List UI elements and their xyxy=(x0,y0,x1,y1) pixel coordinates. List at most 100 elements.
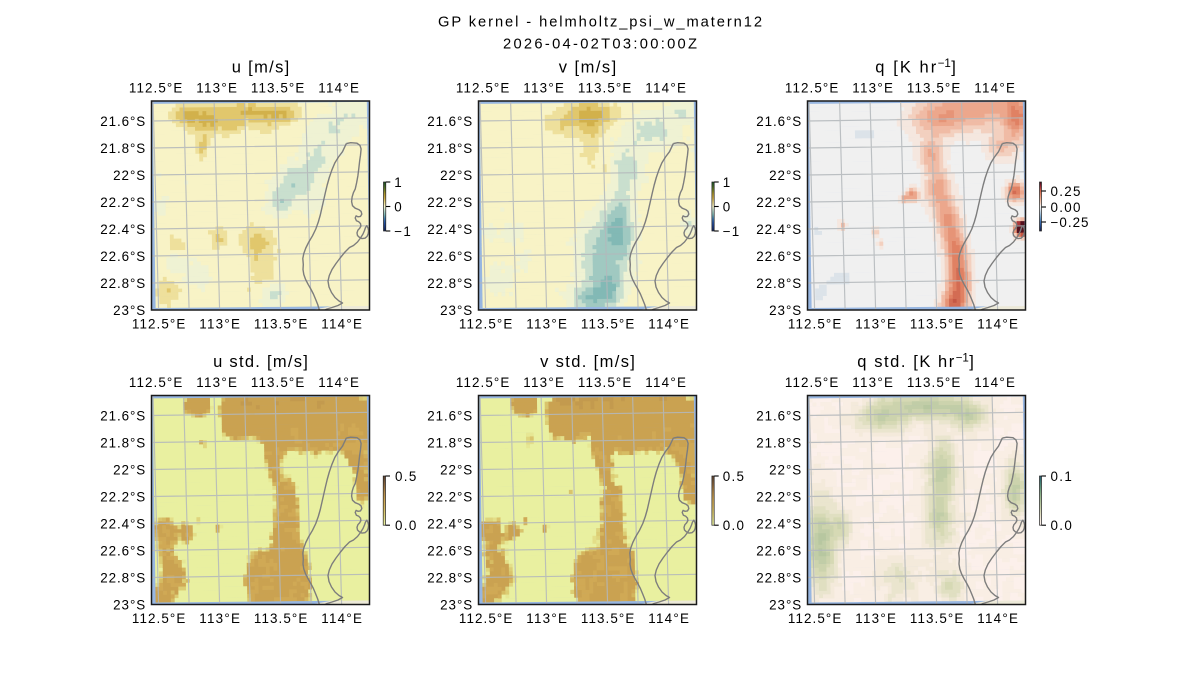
svg-text:−0.25: −0.25 xyxy=(1051,215,1089,230)
svg-text:114°E: 114°E xyxy=(645,375,686,390)
svg-text:114°E: 114°E xyxy=(977,611,1018,626)
svg-text:u std. [m/s]: u std. [m/s] xyxy=(213,353,308,371)
svg-text:0.25: 0.25 xyxy=(1051,184,1081,199)
svg-text:22.6°S: 22.6°S xyxy=(756,543,801,558)
svg-text:22°S: 22°S xyxy=(769,462,801,477)
svg-text:23°S: 23°S xyxy=(769,597,801,612)
svg-text:21.6°S: 21.6°S xyxy=(427,114,472,129)
svg-text:21.8°S: 21.8°S xyxy=(427,141,472,156)
svg-text:113.5°E: 113.5°E xyxy=(907,81,960,96)
svg-text:22.2°S: 22.2°S xyxy=(756,195,801,210)
svg-text:22.4°S: 22.4°S xyxy=(427,222,472,237)
svg-text:114°E: 114°E xyxy=(977,317,1018,332)
svg-text:113°E: 113°E xyxy=(196,375,237,390)
svg-text:0.5: 0.5 xyxy=(723,469,744,484)
svg-text:22.2°S: 22.2°S xyxy=(100,195,145,210)
svg-text:21.8°S: 21.8°S xyxy=(427,435,472,450)
svg-text:113.5°E: 113.5°E xyxy=(254,317,307,332)
svg-text:112.5°E: 112.5°E xyxy=(132,611,185,626)
svg-text:112.5°E: 112.5°E xyxy=(785,81,838,96)
svg-text:114°E: 114°E xyxy=(645,81,686,96)
svg-text:22°S: 22°S xyxy=(440,462,472,477)
svg-text:21.8°S: 21.8°S xyxy=(756,435,801,450)
svg-text:22°S: 22°S xyxy=(440,168,472,183)
svg-text:112.5°E: 112.5°E xyxy=(132,317,185,332)
svg-text:113.5°E: 113.5°E xyxy=(578,375,631,390)
svg-text:113°E: 113°E xyxy=(523,81,564,96)
svg-text:114°E: 114°E xyxy=(318,81,359,96)
svg-text:23°S: 23°S xyxy=(769,303,801,318)
svg-text:22.6°S: 22.6°S xyxy=(427,249,472,264)
svg-text:22.8°S: 22.8°S xyxy=(100,276,145,291)
svg-text:114°E: 114°E xyxy=(648,317,689,332)
svg-text:1: 1 xyxy=(394,175,401,190)
svg-text:q std. [K hr: q std. [K hr xyxy=(857,353,955,371)
svg-text:23°S: 23°S xyxy=(440,597,472,612)
svg-text:23°S: 23°S xyxy=(113,597,145,612)
svg-text:114°E: 114°E xyxy=(318,375,359,390)
svg-text:113.5°E: 113.5°E xyxy=(578,81,631,96)
svg-text:22.6°S: 22.6°S xyxy=(427,543,472,558)
svg-text:22.6°S: 22.6°S xyxy=(756,249,801,264)
svg-text:−1: −1 xyxy=(938,57,951,70)
svg-text:22.4°S: 22.4°S xyxy=(100,516,145,531)
svg-text:21.8°S: 21.8°S xyxy=(756,141,801,156)
svg-text:0.1: 0.1 xyxy=(1051,469,1072,484)
svg-text:0: 0 xyxy=(394,199,401,214)
svg-text:22.6°S: 22.6°S xyxy=(100,543,145,558)
svg-text:113.5°E: 113.5°E xyxy=(581,611,634,626)
svg-text:22.4°S: 22.4°S xyxy=(756,516,801,531)
svg-text:113.5°E: 113.5°E xyxy=(910,611,963,626)
svg-text:0.5: 0.5 xyxy=(395,469,416,484)
svg-text:113°E: 113°E xyxy=(855,317,896,332)
svg-text:22.6°S: 22.6°S xyxy=(100,249,145,264)
svg-text:113°E: 113°E xyxy=(855,611,896,626)
svg-text:23°S: 23°S xyxy=(440,303,472,318)
svg-text:q [K hr: q [K hr xyxy=(875,58,937,76)
svg-text:112.5°E: 112.5°E xyxy=(456,375,509,390)
svg-text:22°S: 22°S xyxy=(113,462,145,477)
svg-text:22°S: 22°S xyxy=(113,168,145,183)
svg-text:112.5°E: 112.5°E xyxy=(459,317,512,332)
svg-text:113°E: 113°E xyxy=(196,81,237,96)
svg-text:112.5°E: 112.5°E xyxy=(459,611,512,626)
svg-text:22.4°S: 22.4°S xyxy=(427,516,472,531)
svg-text:22.8°S: 22.8°S xyxy=(427,276,472,291)
svg-text:v std. [m/s]: v std. [m/s] xyxy=(540,353,635,371)
svg-text:22.4°S: 22.4°S xyxy=(756,222,801,237)
svg-text:21.8°S: 21.8°S xyxy=(100,141,145,156)
svg-text:113°E: 113°E xyxy=(199,317,240,332)
svg-text:114°E: 114°E xyxy=(321,317,362,332)
svg-text:113.5°E: 113.5°E xyxy=(251,375,304,390)
svg-text:22.2°S: 22.2°S xyxy=(756,489,801,504)
svg-text:u [m/s]: u [m/s] xyxy=(232,58,290,76)
svg-text:0: 0 xyxy=(723,199,730,214)
svg-text:−1: −1 xyxy=(394,224,411,239)
svg-text:0.0: 0.0 xyxy=(1051,518,1072,533)
svg-text:112.5°E: 112.5°E xyxy=(129,81,182,96)
svg-text:22.4°S: 22.4°S xyxy=(100,222,145,237)
svg-text:113°E: 113°E xyxy=(199,611,240,626)
svg-text:0.0: 0.0 xyxy=(395,518,416,533)
svg-text:112.5°E: 112.5°E xyxy=(785,375,838,390)
svg-text:113.5°E: 113.5°E xyxy=(251,81,304,96)
svg-text:22.2°S: 22.2°S xyxy=(427,195,472,210)
svg-text:113°E: 113°E xyxy=(852,81,893,96)
svg-text:22.8°S: 22.8°S xyxy=(756,570,801,585)
svg-text:23°S: 23°S xyxy=(113,303,145,318)
svg-text:−1: −1 xyxy=(723,224,740,239)
svg-text:113.5°E: 113.5°E xyxy=(581,317,634,332)
svg-text:113.5°E: 113.5°E xyxy=(254,611,307,626)
svg-text:22°S: 22°S xyxy=(769,168,801,183)
svg-text:113.5°E: 113.5°E xyxy=(910,317,963,332)
svg-text:0.00: 0.00 xyxy=(1051,200,1081,215)
svg-text:21.6°S: 21.6°S xyxy=(756,114,801,129)
svg-text:113°E: 113°E xyxy=(526,317,567,332)
svg-text:112.5°E: 112.5°E xyxy=(788,317,841,332)
svg-text:114°E: 114°E xyxy=(321,611,362,626)
svg-text:114°E: 114°E xyxy=(648,611,689,626)
svg-text:22.8°S: 22.8°S xyxy=(756,276,801,291)
svg-text:114°E: 114°E xyxy=(974,81,1015,96)
svg-text:113.5°E: 113.5°E xyxy=(907,375,960,390)
svg-text:114°E: 114°E xyxy=(974,375,1015,390)
